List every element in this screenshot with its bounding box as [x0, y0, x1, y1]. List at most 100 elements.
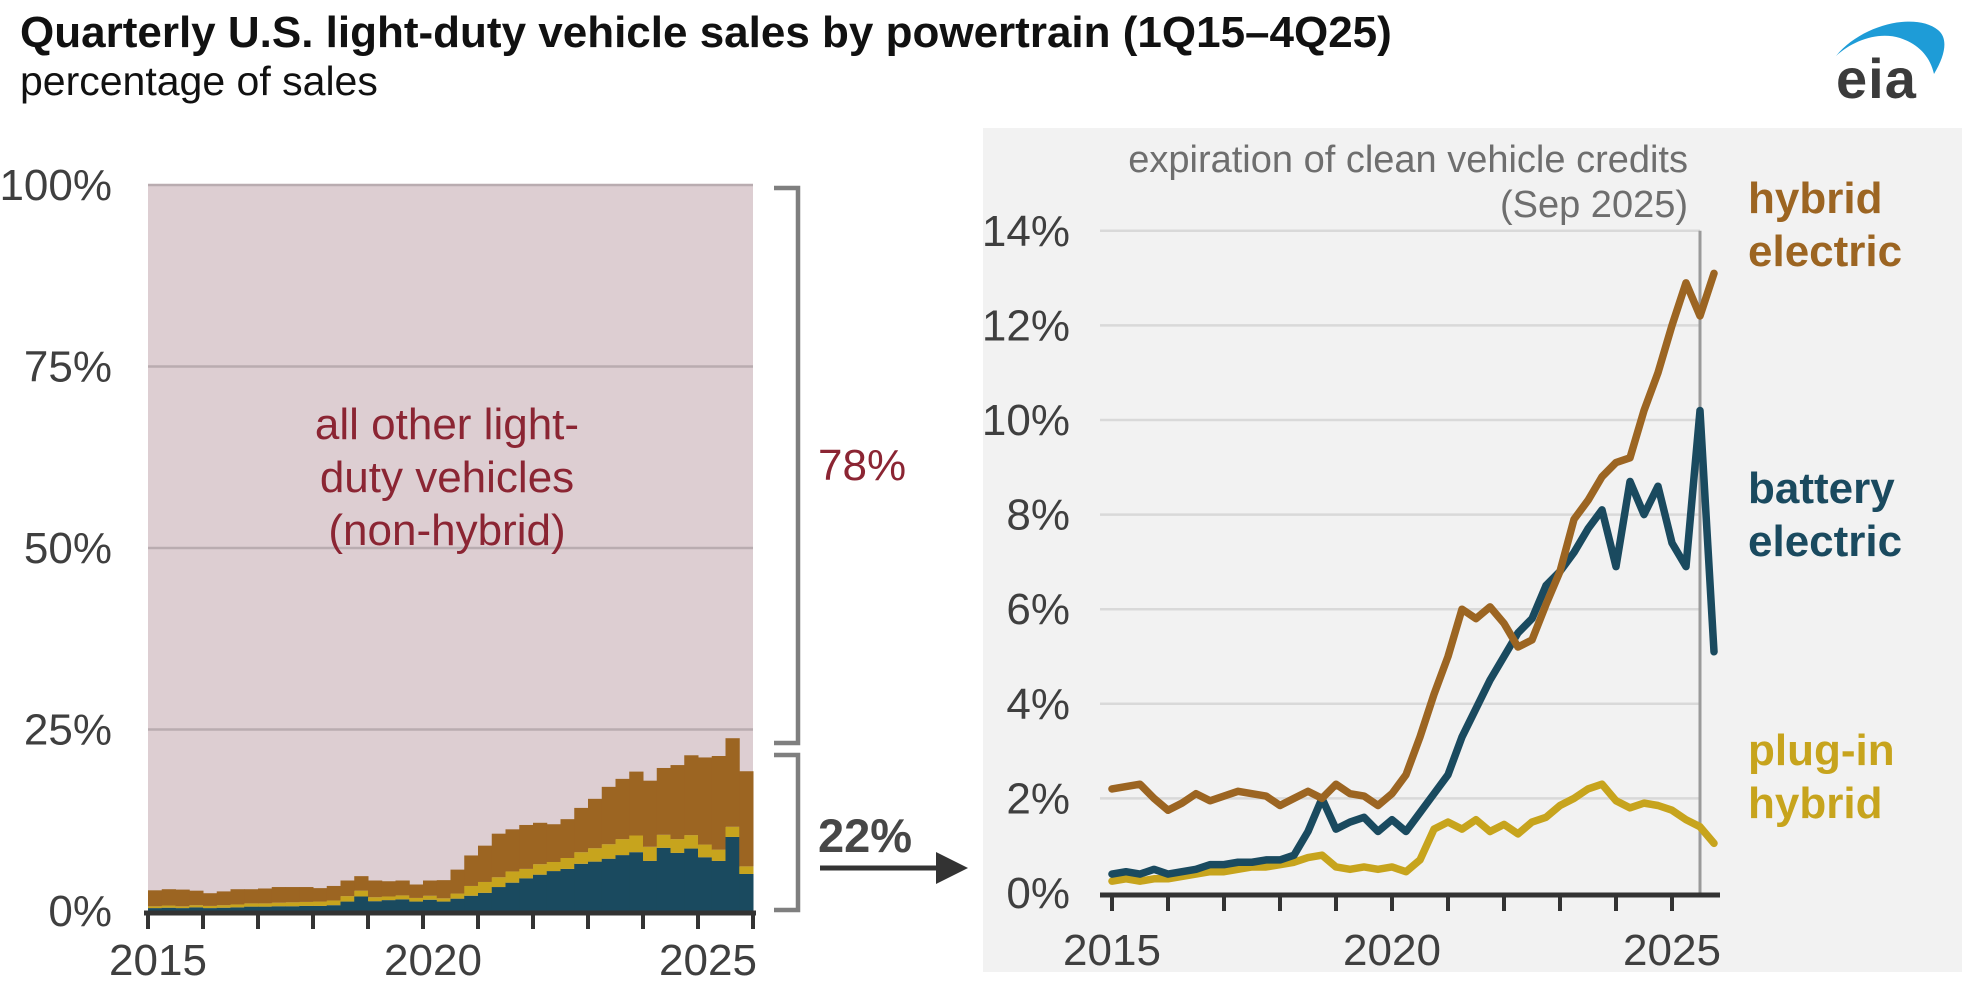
- bar-hev: [423, 880, 438, 896]
- right-y-tick-label: 10%: [982, 396, 1070, 445]
- bar-phev: [450, 893, 465, 899]
- bar-hev: [299, 887, 314, 902]
- legend-battery-electric-line1: battery: [1748, 464, 1895, 513]
- bar-bev: [161, 907, 176, 911]
- right-panel-background: [983, 128, 1962, 972]
- bar-hev: [244, 889, 259, 904]
- bar-hev: [450, 869, 465, 894]
- right-y-tick-label: 0%: [1006, 869, 1070, 918]
- bar-phev: [478, 881, 493, 893]
- bar-hev: [189, 890, 204, 906]
- bar-hev: [615, 778, 630, 840]
- bar-phev: [326, 900, 341, 906]
- bar-hev: [203, 893, 218, 906]
- right-x-tick-label: 2025: [1623, 926, 1721, 975]
- bar-hev: [271, 887, 286, 903]
- bar-phev: [656, 834, 671, 848]
- other-vehicles-area-label-line2: duty vehicles: [319, 453, 575, 502]
- bar-bev: [326, 905, 341, 911]
- bar-phev: [271, 902, 286, 907]
- bar-bev: [395, 899, 410, 911]
- bar-phev: [519, 868, 534, 879]
- line-battery-electric: [1108, 406, 1718, 878]
- bar-phev: [533, 864, 548, 875]
- bar-bev: [409, 901, 424, 911]
- right-y-tick-label: 4%: [1006, 680, 1070, 729]
- bar-bev: [368, 901, 383, 911]
- bar-hev: [519, 824, 534, 869]
- share-other-78pct-label: 78%: [818, 441, 907, 490]
- bar-hev: [505, 829, 520, 872]
- bar-bev: [491, 887, 506, 911]
- left-y-tick-label: 0%: [48, 887, 112, 936]
- bar-bev: [464, 895, 479, 911]
- right-y-tick-label: 14%: [982, 207, 1070, 256]
- bar-phev: [560, 858, 575, 869]
- bar-hev: [491, 833, 506, 878]
- bar-hev: [601, 786, 616, 845]
- event-annotation-line2: (Sep 2025): [1499, 184, 1688, 226]
- bar-bev: [450, 898, 465, 911]
- bar-bev: [533, 874, 548, 911]
- bar-hev: [533, 822, 548, 865]
- bar-hev: [560, 819, 575, 859]
- bar-bev: [711, 860, 726, 911]
- bar-phev: [436, 898, 451, 902]
- bar-bev: [175, 908, 190, 911]
- bar-hev: [684, 755, 699, 836]
- bar-phev: [684, 835, 699, 849]
- bar-hev: [230, 889, 245, 905]
- bar-hev: [464, 855, 479, 886]
- other-vehicles-area-label-line3: (non-hybrid): [328, 506, 566, 555]
- bar-phev: [354, 890, 369, 897]
- bar-bev: [423, 899, 438, 911]
- bar-hev: [216, 891, 231, 906]
- legend-hybrid-electric: hybrid electric: [1748, 172, 1902, 278]
- legend-hybrid-electric-line2: electric: [1748, 227, 1903, 276]
- bar-phev: [725, 826, 740, 837]
- bar-hev: [326, 885, 341, 901]
- bar-phev: [464, 885, 479, 896]
- line-plug-in-hybrid: [1108, 780, 1718, 885]
- bar-hev: [313, 888, 328, 902]
- share-electrified-22pct-label: 22%: [818, 809, 913, 862]
- bar-bev: [546, 871, 561, 911]
- bar-phev: [244, 903, 259, 907]
- line-hybrid-electric: [1108, 269, 1718, 814]
- bar-hev: [629, 771, 644, 836]
- bar-phev: [629, 835, 644, 853]
- bar-phev: [574, 852, 589, 864]
- bar-phev: [189, 905, 204, 908]
- bar-phev: [203, 905, 218, 909]
- bar-hev: [354, 876, 369, 891]
- bar-phev: [395, 895, 410, 900]
- bracket-22pct: [774, 752, 801, 913]
- bar-hev: [340, 880, 355, 897]
- bar-phev: [546, 861, 561, 872]
- bar-phev: [739, 866, 754, 874]
- bar-phev: [161, 905, 176, 908]
- bar-hev: [478, 845, 493, 882]
- bar-hev: [711, 755, 726, 850]
- legend-plug-in-hybrid-line2: hybrid: [1748, 779, 1883, 828]
- legend-battery-electric-line2: electric: [1748, 517, 1903, 566]
- bar-bev: [230, 907, 245, 911]
- bar-phev: [409, 897, 424, 902]
- bar-bev: [436, 901, 451, 911]
- bar-phev: [340, 896, 355, 902]
- bar-bev: [340, 901, 355, 911]
- left-y-tick-label: 50%: [24, 524, 112, 573]
- bar-hev: [395, 880, 410, 896]
- bar-bev: [354, 896, 369, 911]
- bar-bev: [148, 908, 163, 911]
- other-vehicles-area-label-line1: all other light-: [314, 400, 580, 449]
- bar-bev: [244, 906, 259, 911]
- left-y-tick-label: 25%: [24, 706, 112, 755]
- bar-hev: [574, 807, 589, 853]
- other-vehicles-area-label: all other light- duty vehicles (non-hybr…: [207, 398, 687, 557]
- left-x-tick-label: 2025: [659, 936, 757, 985]
- right-x-tick-label: 2020: [1343, 926, 1441, 975]
- left-y-tick-label: 75%: [24, 343, 112, 392]
- bar-bev: [698, 857, 713, 911]
